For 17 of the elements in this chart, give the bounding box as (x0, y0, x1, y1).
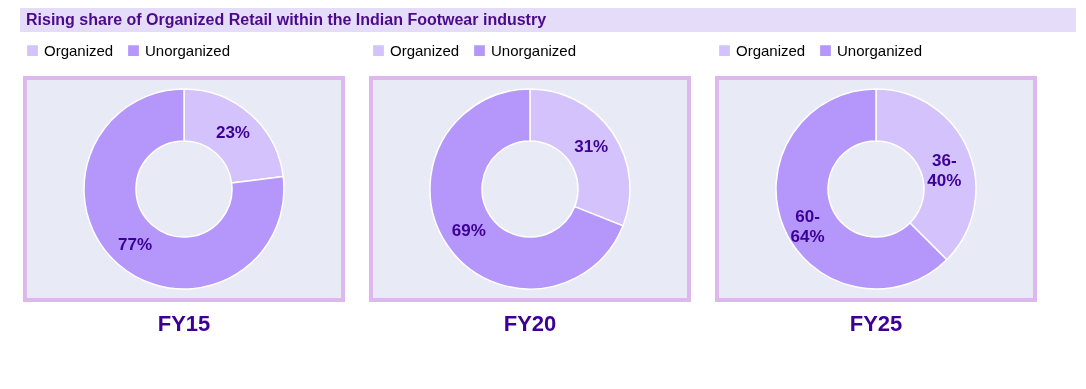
legend-label: Organized (44, 41, 114, 59)
donut-slice (83, 88, 285, 290)
legend-label: Organized (736, 41, 806, 59)
text: Rising share of Organized Retail within the Indian Footwear industry (20, 8, 1076, 32)
data-label: 69% (451, 220, 486, 240)
text: FY25 (849, 311, 903, 336)
legend-label: Unorganized (837, 41, 923, 59)
data-label: 36-40% (927, 150, 962, 190)
legend-label: Unorganized (145, 41, 231, 59)
data-label: 77% (118, 234, 153, 254)
data-label: 60-64% (790, 207, 825, 247)
data-label: 23% (215, 123, 250, 143)
legend-label: Organized (390, 41, 460, 59)
data-label: 31% (574, 137, 609, 157)
text: FY15 (157, 311, 211, 336)
legend-label: Unorganized (491, 41, 577, 59)
text: FY20 (503, 311, 557, 336)
